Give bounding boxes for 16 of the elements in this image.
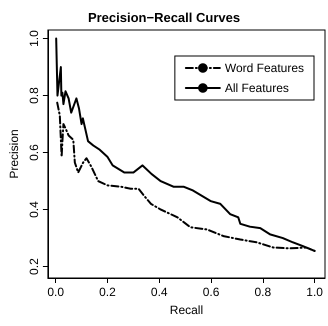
x-tick-label: 0.6 [202, 285, 220, 299]
x-tick-label: 0.8 [254, 285, 272, 299]
x-axis-title: Recall [170, 303, 204, 317]
y-tick-label: 0.2 [26, 258, 41, 275]
y-tick-label: 0.6 [26, 144, 41, 161]
chart-title: Precision−Recall Curves [88, 10, 240, 25]
y-tick-label: 0.4 [26, 200, 41, 218]
x-tick-label: 0.4 [150, 285, 168, 299]
x-tick-label: 0.0 [47, 285, 64, 299]
y-axis-title: Precision [7, 129, 21, 179]
legend-label: All Features [224, 81, 289, 95]
x-tick-label: 0.2 [99, 285, 116, 299]
legend-label: Word Features [224, 61, 304, 75]
y-tick-label: 1.0 [26, 30, 41, 47]
x-tick-label: 1.0 [306, 285, 324, 299]
y-tick-label: 0.8 [26, 86, 41, 104]
